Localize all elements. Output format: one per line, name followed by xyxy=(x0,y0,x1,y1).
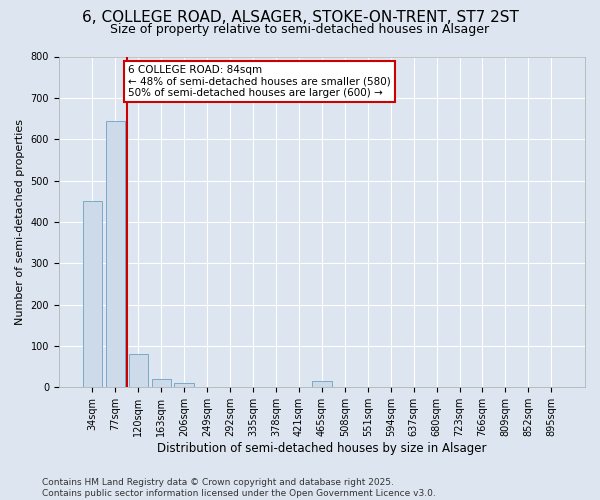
Text: Contains HM Land Registry data © Crown copyright and database right 2025.
Contai: Contains HM Land Registry data © Crown c… xyxy=(42,478,436,498)
Bar xyxy=(83,201,102,388)
Text: 6, COLLEGE ROAD, ALSAGER, STOKE-ON-TRENT, ST7 2ST: 6, COLLEGE ROAD, ALSAGER, STOKE-ON-TRENT… xyxy=(82,10,518,25)
Bar xyxy=(175,383,194,388)
Text: Size of property relative to semi-detached houses in Alsager: Size of property relative to semi-detach… xyxy=(110,22,490,36)
Y-axis label: Number of semi-detached properties: Number of semi-detached properties xyxy=(15,119,25,325)
Bar xyxy=(312,381,332,388)
Bar xyxy=(128,354,148,388)
Bar xyxy=(152,379,171,388)
X-axis label: Distribution of semi-detached houses by size in Alsager: Distribution of semi-detached houses by … xyxy=(157,442,487,455)
Bar xyxy=(106,120,125,388)
Text: 6 COLLEGE ROAD: 84sqm
← 48% of semi-detached houses are smaller (580)
50% of sem: 6 COLLEGE ROAD: 84sqm ← 48% of semi-deta… xyxy=(128,65,391,98)
